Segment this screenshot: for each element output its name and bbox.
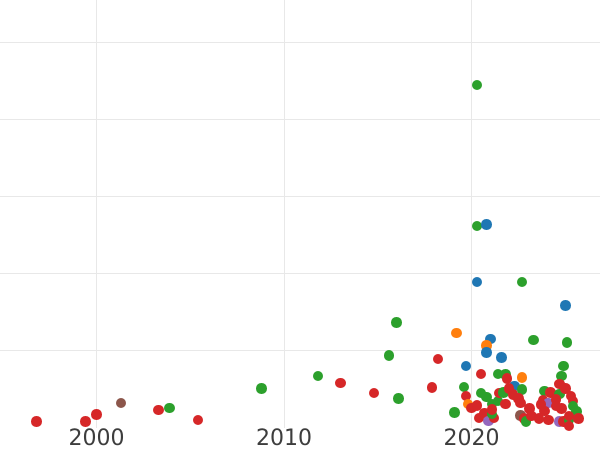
data-point <box>560 383 571 394</box>
data-point <box>516 384 528 395</box>
data-point <box>31 416 42 427</box>
data-point <box>545 387 556 398</box>
data-point <box>501 373 513 384</box>
data-point <box>561 337 573 348</box>
data-point <box>192 414 203 426</box>
data-point <box>449 407 460 418</box>
data-point <box>528 334 539 346</box>
data-point <box>383 350 395 361</box>
data-point <box>509 380 520 392</box>
data-point <box>567 400 578 412</box>
gridline-horizontal <box>0 118 600 120</box>
data-point <box>481 391 492 403</box>
data-point <box>496 352 507 363</box>
data-point <box>567 395 578 407</box>
data-point <box>115 397 127 409</box>
data-point <box>335 377 346 389</box>
data-point <box>460 360 472 372</box>
gridline-vertical <box>283 0 285 428</box>
data-point <box>426 382 438 393</box>
data-point <box>479 407 490 419</box>
data-point <box>368 387 380 399</box>
gridline-vertical <box>96 0 97 428</box>
data-point <box>80 416 91 427</box>
data-point <box>539 405 550 417</box>
gridline-horizontal <box>0 349 600 351</box>
x-tick-label: 2010 <box>256 426 312 450</box>
data-point <box>571 406 582 417</box>
data-point <box>492 368 503 380</box>
data-point <box>492 395 503 407</box>
data-point <box>556 403 567 414</box>
data-point <box>515 397 526 409</box>
data-point <box>471 400 483 411</box>
data-point <box>550 394 562 405</box>
data-point <box>153 404 164 416</box>
data-point <box>471 220 483 232</box>
data-point <box>500 398 511 410</box>
data-point <box>451 327 462 339</box>
data-point <box>539 385 550 397</box>
data-point <box>475 387 487 399</box>
data-point <box>485 333 496 345</box>
data-point <box>507 389 518 400</box>
data-point <box>473 412 485 423</box>
data-point <box>460 390 472 402</box>
data-point <box>475 368 487 380</box>
data-point <box>573 413 584 424</box>
data-point <box>516 372 528 383</box>
data-point <box>471 79 483 91</box>
data-point <box>556 370 567 382</box>
data-point <box>91 409 102 420</box>
data-point <box>550 400 562 412</box>
data-point <box>481 340 492 351</box>
data-point <box>312 370 323 382</box>
data-point <box>486 398 498 410</box>
data-point <box>543 414 554 426</box>
data-point <box>164 402 175 413</box>
data-point <box>558 360 569 372</box>
data-point <box>563 410 575 422</box>
data-point <box>486 404 498 415</box>
data-point <box>481 347 492 358</box>
x-tick-label: 2020 <box>443 426 500 450</box>
data-point <box>535 399 547 410</box>
data-point <box>520 416 532 427</box>
data-point <box>471 276 483 288</box>
data-point <box>481 219 492 230</box>
data-point <box>526 410 537 422</box>
gridline-vertical <box>471 0 472 428</box>
data-point <box>498 387 509 398</box>
data-point <box>256 383 267 394</box>
data-point <box>543 397 554 409</box>
data-point <box>524 403 535 414</box>
data-point <box>391 317 402 328</box>
data-point <box>393 393 404 404</box>
data-point <box>466 402 477 413</box>
gridline-horizontal <box>0 41 600 43</box>
data-point <box>483 415 494 427</box>
gridline-horizontal <box>0 272 600 274</box>
data-point <box>554 388 565 400</box>
data-point <box>558 416 569 427</box>
x-tick-label: 2000 <box>68 426 125 450</box>
data-point <box>432 353 443 365</box>
data-point <box>458 381 470 393</box>
data-point <box>554 378 565 390</box>
data-point <box>533 413 545 424</box>
gridline-horizontal <box>0 195 600 197</box>
data-point <box>563 420 575 432</box>
data-point <box>560 300 571 311</box>
data-point <box>516 276 528 288</box>
data-point <box>503 383 515 394</box>
